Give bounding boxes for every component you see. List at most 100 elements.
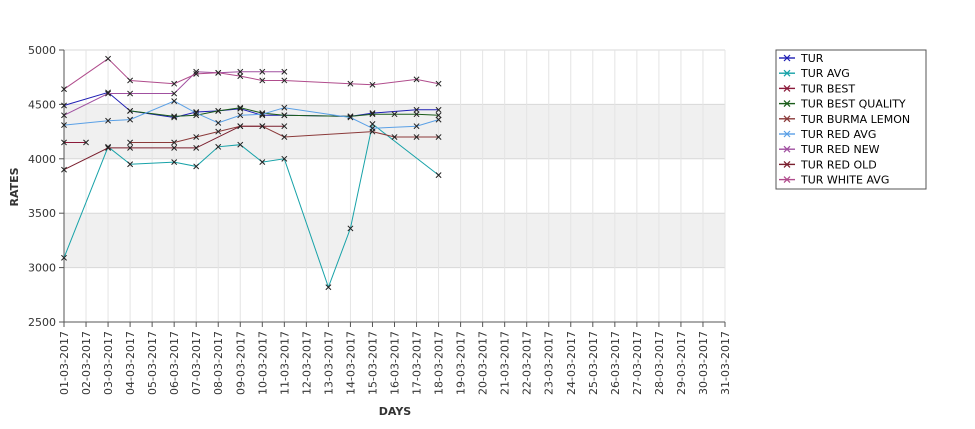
gridlines	[63, 49, 726, 323]
data-point	[259, 110, 266, 117]
legend-label: TUR AVG	[800, 67, 850, 80]
data-point	[215, 69, 222, 76]
y-tick-label: 4500	[28, 98, 56, 111]
data-point	[435, 116, 442, 123]
y-axis-title: RATES	[8, 167, 21, 206]
data-point	[215, 107, 222, 114]
data-point	[61, 139, 67, 146]
x-axis: 01-03-2017 02-03-2017 03-03-2017 04-03-2017…	[58, 322, 732, 395]
data-point	[281, 104, 288, 111]
x-tick-label: 22-03-2017	[521, 331, 534, 395]
x-tick-label: 30-03-2017	[697, 331, 710, 395]
data-point	[281, 77, 288, 84]
x-tick-label: 27-03-2017	[631, 331, 644, 395]
data-point	[435, 80, 442, 87]
data-point	[105, 144, 112, 151]
data-point	[105, 55, 112, 62]
data-point	[171, 144, 178, 151]
x-tick-label: 10-03-2017	[256, 331, 269, 395]
y-axis: 2500 3000 3500 4000 4500 5000	[28, 44, 64, 329]
data-point	[127, 161, 134, 168]
x-tick-label: 07-03-2017	[190, 331, 203, 395]
legend: TUR TUR AVG TUR BEST TUR BEST QUALITY TUR BU…	[775, 49, 927, 190]
data-point	[413, 76, 420, 83]
data-point	[193, 163, 200, 170]
legend-label: TUR	[800, 52, 824, 65]
x-tick-label: 15-03-2017	[366, 331, 379, 395]
legend-label: TUR RED OLD	[800, 158, 877, 171]
legend-marker	[783, 160, 791, 168]
data-point	[193, 110, 200, 117]
data-point	[435, 134, 442, 140]
data-point	[237, 141, 244, 148]
data-point	[237, 104, 244, 111]
series-line	[130, 107, 439, 117]
data-point	[325, 284, 332, 291]
legend-marker	[783, 54, 791, 62]
legend-marker	[783, 69, 791, 77]
x-tick-label: 08-03-2017	[212, 331, 225, 395]
series-tur-red-avg	[61, 98, 442, 132]
data-point	[347, 80, 354, 87]
legend-marker	[783, 176, 791, 184]
data-point	[413, 123, 420, 130]
data-point	[435, 106, 442, 113]
legend-item: TUR BEST QUALITY	[779, 98, 906, 111]
data-point	[413, 106, 420, 113]
data-point	[83, 139, 89, 146]
x-tick-label: 01-03-2017	[58, 331, 71, 395]
series-tur-avg	[61, 121, 442, 291]
data-point	[127, 90, 134, 97]
x-tick-label: 04-03-2017	[124, 331, 137, 395]
data-point	[281, 134, 288, 140]
data-point	[61, 254, 67, 261]
x-tick-label: 03-03-2017	[102, 331, 115, 395]
data-point	[259, 111, 266, 118]
data-point	[369, 81, 376, 88]
data-point	[391, 111, 398, 118]
data-point	[61, 86, 67, 93]
data-point	[237, 73, 244, 80]
legend-label: TUR RED NEW	[800, 143, 880, 156]
series-line	[63, 125, 285, 171]
data-point	[193, 70, 200, 77]
legend-label: TUR RED AVG	[800, 128, 876, 141]
data-point	[171, 90, 178, 97]
legend-box	[775, 49, 927, 190]
data-point	[215, 143, 222, 150]
legend-marker	[783, 100, 791, 108]
x-tick-label: 14-03-2017	[344, 331, 357, 395]
legend-label: TUR BEST QUALITY	[800, 98, 906, 111]
data-point	[127, 116, 134, 123]
data-point	[61, 122, 67, 129]
data-point	[215, 119, 222, 126]
series-line	[63, 58, 439, 90]
data-point	[171, 98, 178, 105]
x-tick-label: 12-03-2017	[300, 331, 313, 395]
series-tur-red-old	[61, 123, 288, 173]
x-tick-label: 28-03-2017	[653, 331, 666, 395]
x-tick-label: 17-03-2017	[411, 331, 424, 395]
y-tick-label: 4000	[28, 153, 56, 166]
data-point	[171, 113, 178, 120]
x-axis-title: DAYS	[379, 405, 412, 418]
y-tick-label: 5000	[28, 44, 56, 57]
x-tick-label: 23-03-2017	[543, 331, 556, 395]
x-tick-label: 24-03-2017	[565, 331, 578, 395]
legend-item: TUR RED OLD	[779, 158, 877, 171]
data-point	[259, 159, 266, 166]
data-point	[259, 68, 266, 75]
data-point	[61, 102, 67, 109]
legend-item: TUR BEST	[779, 82, 855, 95]
legend-label: TUR BURMA LEMON	[800, 113, 910, 126]
data-point	[259, 77, 266, 84]
legend-marker	[783, 84, 791, 92]
x-tick-label: 18-03-2017	[433, 331, 446, 395]
y-tick-label: 3000	[28, 262, 56, 275]
legend-marker	[783, 115, 791, 123]
data-point	[237, 105, 244, 112]
data-point	[413, 111, 420, 118]
legend-item: TUR RED AVG	[779, 128, 876, 141]
series-tur-white-avg	[61, 55, 442, 93]
